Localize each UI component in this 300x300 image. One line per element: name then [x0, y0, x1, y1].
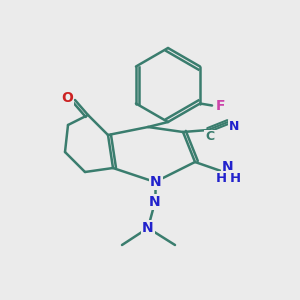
- Text: H: H: [230, 172, 241, 184]
- Text: N: N: [229, 121, 239, 134]
- Text: F: F: [215, 98, 225, 112]
- Text: N: N: [142, 221, 154, 235]
- Text: N: N: [222, 160, 234, 174]
- Text: C: C: [206, 130, 214, 143]
- Text: H: H: [215, 172, 226, 185]
- Text: N: N: [150, 175, 162, 189]
- Text: N: N: [149, 195, 161, 209]
- Text: O: O: [61, 91, 73, 105]
